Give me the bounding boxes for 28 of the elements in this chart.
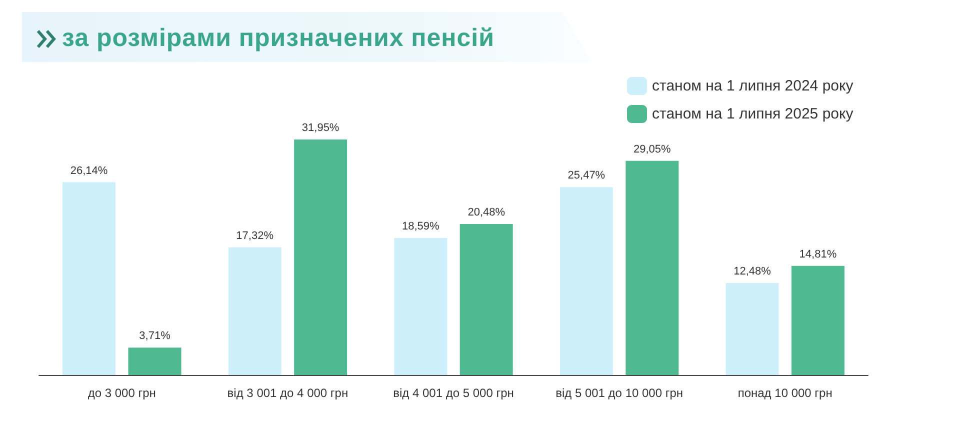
legend-label: станом на 1 липня 2025 року bbox=[652, 106, 854, 122]
data-label: 29,05% bbox=[634, 143, 672, 156]
bar bbox=[560, 187, 613, 375]
x-tick-label: до 3 000 грн bbox=[88, 386, 156, 400]
bar bbox=[294, 139, 348, 375]
legend-label: станом на 1 липня 2024 року bbox=[652, 78, 854, 94]
data-label: 31,95% bbox=[302, 122, 340, 134]
data-label: 18,59% bbox=[402, 220, 440, 232]
data-label: 12,48% bbox=[734, 266, 772, 278]
data-label: 17,32% bbox=[236, 230, 274, 242]
bar bbox=[791, 266, 844, 375]
data-label: 20,48% bbox=[468, 206, 506, 219]
data-label: 26,14% bbox=[70, 164, 108, 177]
data-label: 3,71% bbox=[139, 330, 171, 342]
bar bbox=[62, 182, 116, 375]
x-tick-label: від 4 001 до 5 000 грн bbox=[393, 386, 514, 400]
bar bbox=[394, 238, 448, 375]
x-tick-label: понад 10 000 грн bbox=[738, 386, 832, 400]
x-tick-label: від 3 001 до 4 000 грн bbox=[227, 386, 348, 400]
x-tick-label: від 5 001 до 10 000 грн bbox=[556, 386, 684, 400]
bar bbox=[228, 247, 282, 375]
bar bbox=[726, 283, 779, 375]
data-label: 14,81% bbox=[799, 248, 837, 260]
bar bbox=[626, 160, 679, 375]
bar bbox=[128, 348, 182, 375]
data-label: 25,47% bbox=[568, 170, 606, 182]
chart-title: за розмірами призначених пенсій bbox=[62, 24, 494, 53]
bar bbox=[460, 224, 513, 375]
